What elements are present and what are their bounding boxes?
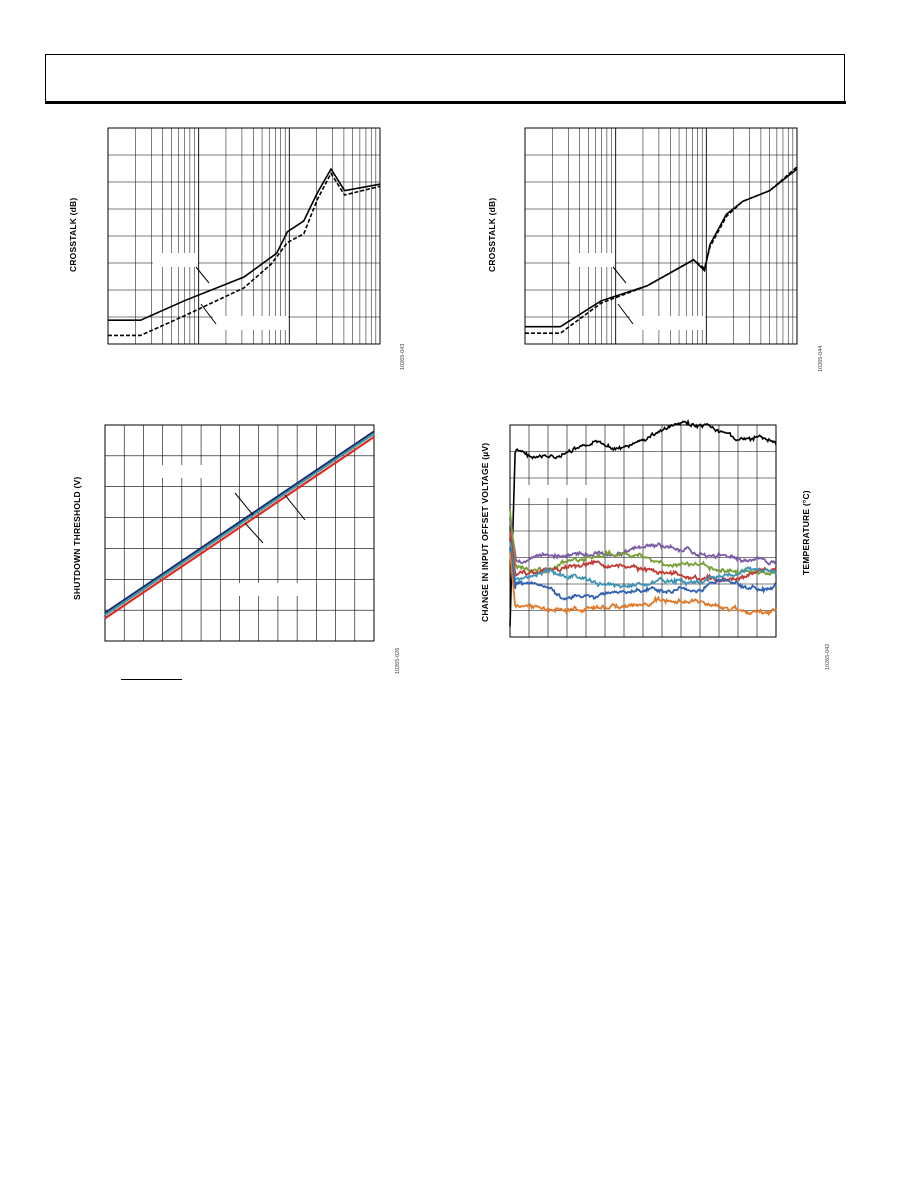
- chart-2-figure-id: 10265-044: [818, 346, 824, 372]
- legend-box: [570, 253, 615, 267]
- chart-4-ylabel: CHANGE IN INPUT OFFSET VOLTAGE (µV): [480, 443, 490, 622]
- chart-4-ylabel-right: TEMPERATURE (°C): [801, 490, 811, 575]
- legend-box: [213, 316, 288, 330]
- shutdown-threshold-chart: [104, 424, 375, 642]
- shutdown-overbar: [121, 679, 182, 680]
- callout-arrow: [195, 266, 210, 284]
- chart-4-figure-id: 10265-042: [825, 644, 831, 670]
- callout-arrow: [244, 522, 264, 544]
- series-line-dashed: [525, 166, 798, 334]
- series-line: [104, 430, 375, 614]
- chart-3-figure-id: 10265-026: [395, 648, 401, 674]
- callout-arrow: [284, 494, 306, 521]
- callout-arrow: [234, 492, 254, 516]
- callout-arrow: [617, 303, 634, 325]
- series-line: [104, 432, 375, 616]
- legend-box: [528, 485, 598, 498]
- page-header-rule: [45, 101, 846, 104]
- series-line-solid: [525, 168, 798, 328]
- series-line: [509, 530, 777, 583]
- series-line: [509, 541, 777, 589]
- callout-arrow: [200, 303, 217, 325]
- page-header-box: [45, 54, 845, 103]
- series-line-solid: [108, 167, 381, 321]
- series-line: [104, 435, 375, 620]
- chart-3-ylabel: SHUTDOWN THRESHOLD (V): [72, 477, 82, 600]
- chart-2-ylabel: CROSSTALK (dB): [487, 198, 497, 272]
- legend-box: [153, 253, 198, 267]
- crosstalk-chart-2: [524, 127, 798, 345]
- legend-box: [160, 465, 220, 478]
- series-line-dashed: [108, 171, 381, 337]
- callout-arrow: [612, 266, 627, 284]
- series-line: [509, 520, 777, 566]
- chart-1-figure-id: 10265-043: [400, 344, 406, 370]
- crosstalk-chart-1: [107, 127, 381, 345]
- series-line: [509, 547, 777, 601]
- legend-box: [630, 316, 705, 330]
- series-line: [509, 418, 777, 627]
- series-line: [509, 552, 777, 617]
- chart-1-ylabel: CROSSTALK (dB): [68, 198, 78, 272]
- offset-drift-chart: [509, 418, 777, 638]
- legend-box: [235, 583, 303, 596]
